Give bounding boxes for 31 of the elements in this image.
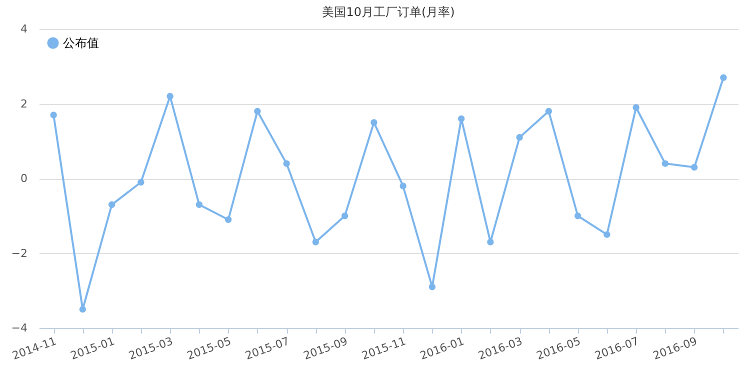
point xyxy=(50,112,57,118)
point xyxy=(79,306,86,313)
point xyxy=(662,160,669,167)
point xyxy=(428,284,436,290)
point xyxy=(516,134,523,141)
point xyxy=(487,238,494,246)
point xyxy=(166,92,174,100)
point xyxy=(720,74,727,81)
point xyxy=(370,119,378,126)
point xyxy=(545,108,552,115)
y-tick-label: 2 xyxy=(20,97,28,110)
point xyxy=(196,201,203,208)
point xyxy=(138,178,144,186)
point xyxy=(632,104,640,111)
point xyxy=(224,216,232,223)
point xyxy=(458,115,465,122)
point xyxy=(574,212,582,220)
chart-title: 美国10月工厂订单(月率) xyxy=(322,5,455,19)
y-tick-label: −2 xyxy=(11,246,28,260)
point xyxy=(254,108,261,115)
y-tick-label: 0 xyxy=(20,172,28,185)
point xyxy=(341,212,348,220)
legend-label: 公布值 xyxy=(63,36,99,50)
y-tick-label: −4 xyxy=(11,322,28,334)
point xyxy=(312,238,320,246)
point xyxy=(400,182,406,190)
point xyxy=(690,164,698,171)
point xyxy=(604,231,610,238)
point xyxy=(108,201,116,208)
y-tick-label: 4 xyxy=(20,22,28,36)
point xyxy=(283,160,290,167)
